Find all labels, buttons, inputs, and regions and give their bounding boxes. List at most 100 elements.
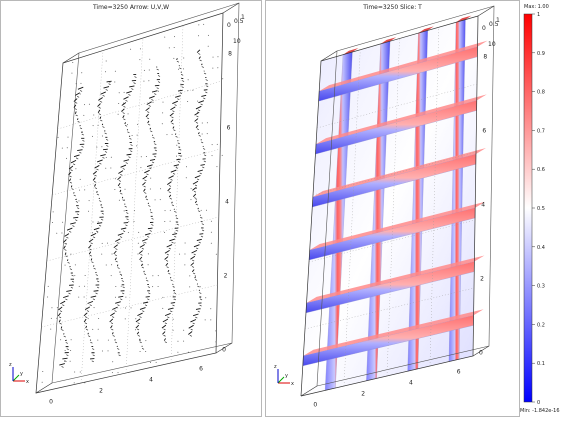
- velocity-arrow: [72, 275, 74, 276]
- velocity-arrow: [142, 239, 147, 241]
- velocity-arrow-small: [158, 286, 159, 287]
- velocity-arrow: [147, 102, 152, 105]
- velocity-arrow: [152, 91, 157, 92]
- velocity-arrow-small: [70, 179, 71, 180]
- velocity-arrow: [166, 260, 168, 261]
- velocity-arrow-small: [88, 318, 89, 319]
- velocity-arrow: [72, 226, 74, 227]
- velocity-arrow: [115, 249, 117, 250]
- velocity-arrow-small: [71, 339, 72, 340]
- arrow-plot-z-tick-label: 0: [227, 22, 231, 29]
- velocity-arrow-small: [114, 82, 115, 83]
- velocity-arrow-small: [138, 243, 139, 244]
- velocity-arrow: [198, 208, 199, 209]
- velocity-arrow-small: [88, 307, 89, 308]
- velocity-arrow: [117, 348, 119, 349]
- arrow-plot-triad-y-axis: [13, 375, 19, 381]
- velocity-arrow: [202, 230, 204, 231]
- velocity-arrow-small: [197, 101, 198, 102]
- velocity-arrow-small: [65, 254, 66, 255]
- velocity-arrow: [97, 223, 102, 224]
- velocity-arrow: [144, 170, 149, 173]
- velocity-arrow: [172, 305, 174, 306]
- velocity-arrow: [102, 157, 104, 158]
- velocity-arrow-small: [149, 59, 150, 60]
- velocity-arrow: [112, 317, 114, 318]
- velocity-arrow: [136, 325, 139, 328]
- velocity-arrow-small: [162, 112, 163, 113]
- velocity-arrow: [190, 256, 194, 259]
- velocity-arrow-small: [70, 169, 71, 170]
- velocity-arrow: [137, 332, 139, 334]
- velocity-arrow: [165, 323, 167, 324]
- velocity-arrow: [97, 287, 99, 288]
- velocity-arrow: [197, 50, 200, 53]
- velocity-arrow-small: [112, 361, 113, 362]
- velocity-arrow: [126, 213, 128, 214]
- velocity-arrow: [97, 191, 98, 193]
- velocity-arrow-small: [118, 114, 119, 115]
- velocity-arrow-small: [108, 350, 109, 351]
- velocity-arrow: [114, 251, 117, 254]
- velocity-arrow: [60, 311, 62, 312]
- velocity-arrow: [62, 358, 67, 359]
- velocity-arrow-small: [144, 70, 145, 71]
- velocity-arrow: [118, 183, 120, 186]
- velocity-arrow: [148, 124, 150, 125]
- velocity-arrow-small: [128, 232, 129, 233]
- velocity-arrow: [141, 261, 143, 262]
- velocity-arrow: [118, 177, 121, 180]
- velocity-arrow: [102, 127, 104, 128]
- velocity-arrow-small: [79, 190, 80, 191]
- velocity-arrow: [70, 266, 71, 267]
- velocity-arrow: [127, 132, 129, 133]
- velocity-arrow: [172, 205, 174, 206]
- velocity-arrow: [154, 94, 156, 95]
- velocity-arrow-small: [102, 243, 103, 244]
- colorbar-tick-label: 0: [537, 400, 540, 406]
- velocity-arrow-small: [173, 308, 174, 309]
- velocity-arrow: [206, 80, 208, 81]
- velocity-arrow: [201, 142, 203, 143]
- velocity-arrow-small: [106, 157, 107, 158]
- velocity-arrow-small: [123, 103, 124, 104]
- velocity-arrow: [121, 165, 126, 167]
- velocity-arrow: [167, 182, 171, 185]
- colorbar-tick-label: 0.1: [537, 361, 545, 367]
- velocity-arrow: [99, 201, 101, 202]
- colorbar-scale: 10.90.80.70.60.50.40.30.20.10: [520, 0, 566, 417]
- velocity-arrow-small: [79, 286, 80, 287]
- velocity-arrow: [168, 273, 170, 274]
- velocity-arrow: [106, 145, 108, 146]
- velocity-arrow: [64, 333, 65, 334]
- velocity-arrow-small: [52, 222, 53, 223]
- velocity-arrow: [150, 131, 152, 132]
- velocity-arrow-small: [211, 243, 212, 244]
- velocity-arrow-small: [181, 155, 182, 156]
- velocity-arrow-small: [212, 144, 213, 145]
- velocity-arrow: [120, 193, 122, 194]
- velocity-arrow: [129, 138, 131, 139]
- velocity-arrow: [88, 336, 90, 337]
- velocity-arrow: [90, 255, 92, 256]
- velocity-arrow-small: [140, 351, 141, 352]
- velocity-arrow-small: [76, 83, 77, 84]
- velocity-arrow: [118, 268, 120, 269]
- velocity-arrow: [123, 113, 125, 114]
- velocity-arrow-small: [217, 56, 218, 57]
- colorbar-tick-label: 0.3: [537, 284, 545, 290]
- velocity-arrow: [204, 71, 205, 72]
- velocity-arrow-small: [162, 102, 163, 103]
- velocity-arrow: [168, 176, 173, 179]
- velocity-arrow: [77, 214, 79, 215]
- velocity-arrow-small: [222, 155, 223, 156]
- velocity-arrow: [173, 173, 175, 174]
- velocity-arrow: [165, 257, 168, 260]
- velocity-arrow: [198, 170, 203, 172]
- velocity-arrow: [92, 349, 94, 350]
- velocity-arrow-small: [177, 341, 178, 342]
- velocity-arrow-small: [137, 135, 138, 136]
- velocity-arrow: [119, 355, 121, 356]
- velocity-arrow-small: [205, 319, 206, 320]
- velocity-arrow: [121, 228, 126, 229]
